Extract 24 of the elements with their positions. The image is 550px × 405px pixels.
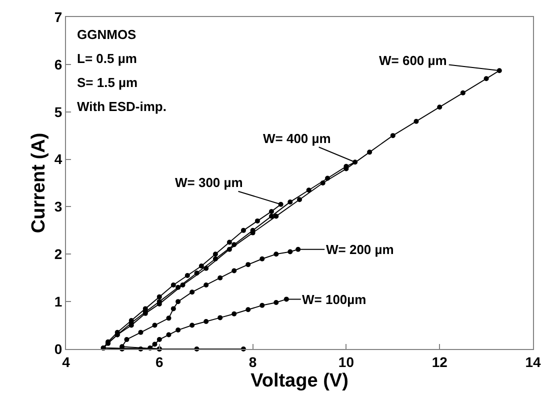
x-tick-label: 8 (248, 354, 257, 370)
annotation: W= 200 µm (326, 242, 394, 257)
y-tick-label: 6 (54, 56, 62, 72)
x-tick-label: 10 (338, 354, 354, 370)
x-tick-label: 6 (156, 354, 164, 370)
annotation: With ESD-imp. (77, 99, 166, 114)
x-tick-label: 12 (432, 354, 448, 370)
y-tick-label: 3 (54, 198, 62, 215)
y-tick-label: 4 (54, 151, 62, 168)
y-tick-label: 5 (54, 104, 62, 120)
annotation: L= 0.5 µm (77, 51, 137, 66)
annotation: W= 300 µm (175, 175, 243, 190)
annotation: W= 400 µm (263, 131, 331, 146)
y-axis-title: Current (A) (28, 132, 50, 234)
annotation: S= 1.5 µm (77, 75, 138, 90)
annotation: GGNMOS (77, 27, 137, 42)
y-tick-label: 2 (54, 246, 62, 262)
y-tick-label: 7 (54, 8, 62, 25)
y-tick-label: 1 (54, 293, 62, 310)
annotation: W= 100µm (302, 292, 366, 307)
x-axis-title: Voltage (V) (250, 370, 348, 392)
y-tick-label: 0 (54, 340, 62, 357)
x-tick-label: 14 (525, 354, 541, 370)
annotation: W= 600 µm (379, 53, 447, 68)
